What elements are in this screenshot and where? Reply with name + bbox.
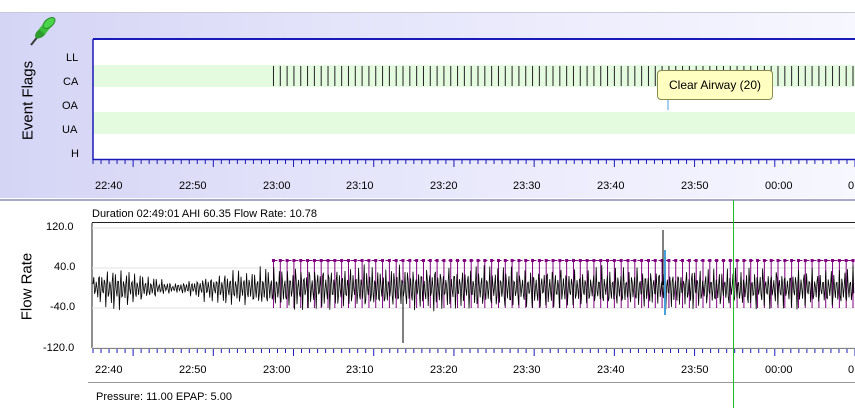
flags-x-tick: 23:50 (681, 180, 709, 192)
flow-info-text: Duration 02:49:01 AHI 60.35 Flow Rate: 1… (92, 208, 318, 220)
event-tooltip: Clear Airway (20) (657, 70, 773, 100)
flags-x-tick: 00:00 (765, 180, 793, 192)
flow-event-marker[interactable] (796, 259, 800, 262)
flow-x-tick: 23:50 (681, 364, 709, 376)
flags-x-tick: 23:20 (430, 180, 458, 192)
flags-x-tick: 23:30 (513, 180, 541, 192)
flow-event-marker[interactable] (381, 259, 385, 262)
flow-event-marker[interactable] (340, 259, 344, 262)
flow-event-marker[interactable] (606, 259, 610, 262)
flow-event-marker[interactable] (851, 259, 855, 262)
flow-event-marker[interactable] (626, 259, 630, 262)
flow-event-marker[interactable] (599, 259, 603, 262)
flow-y-tick: -120.0 (43, 342, 75, 354)
flow-event-marker[interactable] (551, 259, 555, 262)
time-cursor-line[interactable] (733, 200, 734, 408)
flow-x-tick: 00:00 (765, 364, 793, 376)
flow-event-marker[interactable] (831, 259, 835, 262)
flow-event-marker[interactable] (810, 259, 814, 262)
flow-event-marker[interactable] (844, 259, 848, 262)
flow-event-marker[interactable] (360, 259, 364, 262)
flow-event-marker[interactable] (612, 259, 616, 262)
flow-x-tick: 23:00 (263, 364, 291, 376)
flow-event-marker[interactable] (592, 259, 596, 262)
flags-x-tick: 23:10 (346, 180, 374, 192)
flow-event-marker[interactable] (333, 259, 337, 262)
flow-x-tick: 23:10 (346, 364, 374, 376)
panel-top-border (0, 12, 855, 13)
flow-event-marker[interactable] (367, 259, 371, 262)
flow-event-marker[interactable] (292, 259, 296, 262)
flow-x-tick: 22:50 (179, 364, 207, 376)
flow-event-marker[interactable] (578, 259, 582, 262)
event-flags-chart[interactable] (0, 0, 855, 200)
panel-separator[interactable] (0, 199, 855, 201)
flow-event-marker[interactable] (837, 259, 841, 262)
flow-event-marker[interactable] (537, 259, 541, 262)
flow-event-marker[interactable] (374, 259, 378, 262)
flow-y-tick: 40.0 (54, 261, 76, 273)
flags-x-tick: 22:40 (95, 180, 123, 192)
pressure-panel-border (88, 382, 855, 383)
flow-x-tick: 23:20 (430, 364, 458, 376)
flag-row-label-oa: OA (62, 100, 78, 112)
band-ua (93, 112, 855, 134)
pushpin-icon[interactable] (25, 15, 57, 49)
flow-y-tick: 120.0 (46, 221, 74, 233)
flags-x-tick: 23:40 (597, 180, 625, 192)
flow-x-tick: 0 (848, 364, 855, 376)
flow-x-tick: 22:40 (95, 364, 123, 376)
flow-event-marker[interactable] (803, 259, 807, 262)
flow-event-marker[interactable] (312, 259, 316, 262)
flow-event-marker[interactable] (558, 259, 562, 262)
flag-row-label-ca: CA (63, 76, 79, 88)
flow-event-marker[interactable] (278, 259, 282, 262)
flow-waveform (92, 264, 855, 312)
flow-x-tick: 23:40 (597, 364, 625, 376)
pressure-info-text: Pressure: 11.00 EPAP: 5.00 (96, 391, 232, 403)
flag-row-label-h: H (71, 148, 79, 160)
flow-event-marker[interactable] (565, 259, 569, 262)
flags-x-tick: 22:50 (179, 180, 207, 192)
flow-event-marker[interactable] (585, 259, 589, 262)
flow-y-tick: -40.0 (50, 301, 76, 313)
flow-rate-chart[interactable] (0, 200, 855, 408)
flow-event-marker[interactable] (306, 259, 310, 262)
flow-event-marker[interactable] (353, 259, 357, 262)
flow-event-marker[interactable] (319, 259, 323, 262)
flags-x-tick: 0 (848, 180, 855, 192)
flow-event-marker[interactable] (817, 259, 821, 262)
flag-row-label-ua: UA (62, 124, 78, 136)
flow-x-tick: 23:30 (513, 364, 541, 376)
flow-event-marker[interactable] (346, 259, 350, 262)
flow-event-marker[interactable] (619, 259, 623, 262)
flow-event-marker[interactable] (299, 259, 303, 262)
flow-event-marker[interactable] (633, 259, 637, 262)
flow-event-marker[interactable] (285, 259, 289, 262)
flow-event-marker[interactable] (640, 259, 644, 262)
flag-row-label-ll: LL (66, 52, 79, 64)
flow-event-marker[interactable] (544, 259, 548, 262)
flow-event-marker[interactable] (571, 259, 575, 262)
flow-event-marker[interactable] (824, 259, 828, 262)
flags-x-tick: 23:00 (263, 180, 291, 192)
flow-event-marker[interactable] (326, 259, 330, 262)
